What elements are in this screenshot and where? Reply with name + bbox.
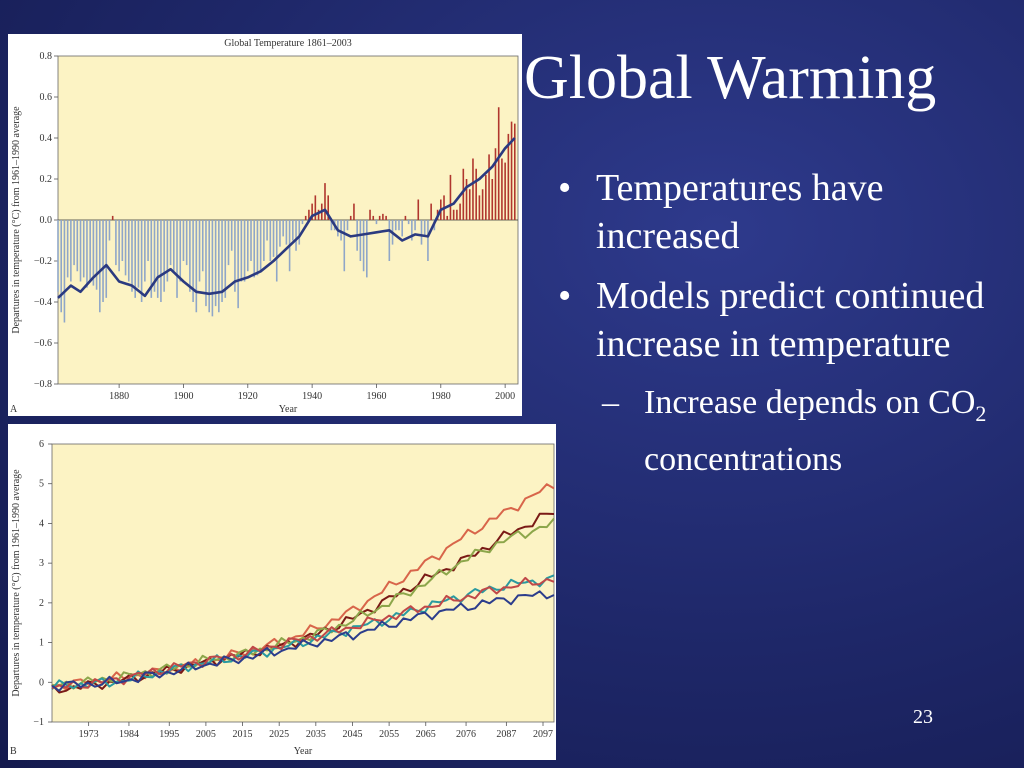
y-tick-label: −0.8 [34, 379, 52, 390]
x-tick-label: 2015 [233, 729, 253, 740]
x-axis-label: Year [279, 404, 298, 415]
y-tick-label: −0.4 [34, 297, 52, 308]
y-tick-label: −0.2 [34, 256, 52, 267]
x-tick-label: 1920 [238, 391, 258, 402]
y-tick-label: 0.8 [40, 51, 53, 62]
x-tick-label: 1880 [109, 391, 129, 402]
x-tick-label: 1900 [173, 391, 193, 402]
y-tick-label: 0 [39, 677, 44, 688]
chart-panel-a: Global Temperature 1861–2003 A Year Departu… [8, 34, 522, 416]
chart-title: Global Temperature 1861–2003 [224, 38, 351, 49]
slide-number: 23 [913, 706, 933, 728]
x-tick-label: 2097 [533, 729, 553, 740]
x-tick-label: 2045 [342, 729, 362, 740]
y-tick-label: 0.4 [40, 133, 53, 144]
co2-text: CO [928, 384, 976, 421]
smoothed-line [57, 137, 516, 299]
chart-panel-b: B Year Departures in temperature (°C) from… [8, 424, 556, 760]
y-tick-label: −0.6 [34, 338, 52, 349]
sub-bullet-item: – Increase depends on CO2 concentrations [602, 380, 1018, 483]
y-axis-label: Departures in temperature (°C) from 1961… [11, 106, 22, 334]
x-tick-label: 2000 [495, 391, 515, 402]
bullet-glyph: • [558, 167, 572, 209]
bullet-glyph: • [558, 275, 572, 317]
x-tick-label: 2076 [456, 729, 476, 740]
y-axis-label: Departures in temperature (°C) from 1961… [11, 469, 22, 697]
y-tick-label: 0.2 [40, 174, 53, 185]
x-tick-label: 2087 [496, 729, 516, 740]
projection-series-line [51, 590, 555, 692]
bullet-text: Temperatures have increased [596, 167, 884, 257]
panel-letter-a: A [10, 404, 18, 415]
y-tick-label: 4 [39, 518, 44, 529]
bullet-item: • Temperatures have increased [558, 164, 1018, 260]
x-tick-label: 1980 [431, 391, 451, 402]
y-tick-label: −1 [33, 717, 44, 728]
projection-line-chart: B Year Departures in temperature (°C) from… [10, 439, 555, 757]
y-tick-label: 6 [39, 439, 44, 450]
y-tick-label: 0.6 [40, 92, 53, 103]
x-tick-label: 2005 [196, 729, 216, 740]
y-tick-label: 5 [39, 479, 44, 490]
y-tick-label: 2 [39, 598, 44, 609]
x-tick-label: 1960 [366, 391, 386, 402]
bullet-text: Models predict continued increase in tem… [596, 275, 985, 365]
temperature-bar-chart: Global Temperature 1861–2003 A Year Departu… [10, 38, 519, 415]
x-tick-label: 1973 [79, 729, 99, 740]
x-tick-label: 2025 [269, 729, 289, 740]
x-axis-label: Year [294, 746, 313, 757]
y-tick-label: 3 [39, 558, 44, 569]
x-tick-label: 1984 [119, 729, 139, 740]
x-tick-label: 1940 [302, 391, 322, 402]
slide-title: Global Warming [524, 44, 937, 112]
y-tick-label: 1 [39, 638, 44, 649]
x-tick-label: 2055 [379, 729, 399, 740]
panel-letter-b: B [10, 746, 17, 757]
sub-bullet-text: Increase depends on [644, 384, 920, 421]
x-tick-label: 2035 [306, 729, 326, 740]
y-tick-label: 0.0 [40, 215, 53, 226]
dash-glyph: – [602, 384, 619, 421]
x-tick-label: 1995 [159, 729, 179, 740]
bullet-item: • Models predict continued increase in t… [558, 272, 1018, 368]
bullet-list: • Temperatures have increased • Models p… [558, 164, 1018, 483]
sub-bullet-suffix: concentrations [644, 440, 843, 478]
x-tick-label: 2065 [416, 729, 436, 740]
co2-subscript: 2 [975, 400, 987, 426]
